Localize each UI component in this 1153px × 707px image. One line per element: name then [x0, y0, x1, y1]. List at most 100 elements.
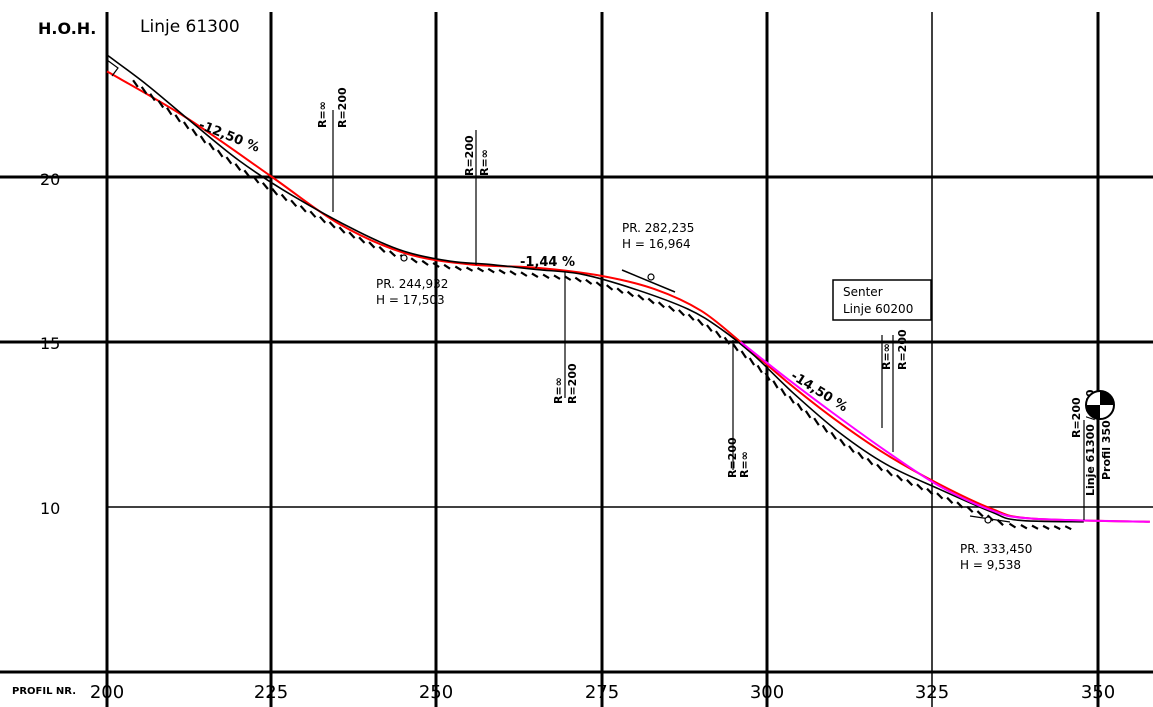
hatch-mark-91	[1008, 522, 1017, 529]
hatch-mark-83	[926, 487, 934, 495]
r-label-4a: R=200	[726, 437, 739, 478]
hatch-mark-10	[216, 149, 224, 158]
hatch-mark-44	[564, 275, 572, 281]
hatch-mark-64	[756, 364, 763, 374]
hatch-mark-7	[191, 128, 198, 137]
hatch-mark-5	[174, 114, 181, 123]
hatch-mark-4	[166, 107, 173, 116]
hatch-mark-70	[804, 410, 812, 419]
grade-label-1: -12,50 %	[197, 118, 262, 156]
end-station-symbol	[1085, 390, 1115, 420]
hatch-mark-95	[1053, 525, 1061, 531]
hatch-mark-17	[280, 193, 288, 202]
hatch-mark-74	[839, 438, 846, 447]
center-line-box-line: Linje 60200	[843, 302, 913, 316]
hatch-mark-28	[388, 250, 397, 258]
profile-label: PROFIL NR.	[12, 686, 76, 697]
hatch-mark-78	[876, 463, 884, 472]
hatch-mark-45	[574, 276, 582, 283]
design-line-red	[106, 70, 1150, 523]
hatch-mark-72	[821, 424, 829, 433]
terrain-hatching	[132, 79, 1072, 531]
hatch-mark-33	[443, 263, 451, 270]
r-label-5a: R=∞	[880, 343, 893, 370]
hatch-mark-0	[132, 79, 139, 88]
hatch-mark-37	[487, 267, 495, 274]
hatch-mark-39	[509, 270, 517, 276]
hatch-mark-50	[626, 290, 635, 298]
hatch-mark-52	[647, 297, 655, 305]
hatch-mark-48	[606, 284, 614, 291]
hatch-mark-21	[319, 215, 327, 224]
center-line-box: Senter Linje 60200	[832, 279, 932, 321]
x-tick-350: 350	[1081, 682, 1115, 703]
hatch-mark-65	[764, 372, 771, 381]
hatch-mark-24	[348, 231, 356, 239]
x-tick-300: 300	[750, 682, 784, 703]
vertex-marker-1	[400, 254, 408, 262]
hatch-mark-75	[848, 445, 855, 454]
hatch-mark-96	[1064, 525, 1072, 531]
hatch-mark-11	[225, 156, 233, 165]
design-line-magenta	[739, 341, 1150, 523]
hatch-mark-14	[252, 175, 260, 184]
x-tick-225: 225	[254, 682, 288, 703]
axis-title: H.O.H.	[38, 19, 96, 38]
hatch-mark-12	[234, 163, 242, 171]
vertex-point-2: PR. 282,235 H = 16,964	[621, 221, 694, 293]
hatch-mark-76	[857, 451, 864, 460]
x-tick-250: 250	[419, 682, 453, 703]
hatch-mark-82	[916, 483, 924, 491]
y-tick-10: 10	[40, 499, 60, 518]
vertex-point-3: PR. 333,450 H = 9,538	[960, 515, 1032, 572]
r-label-1a: R=∞	[316, 101, 329, 128]
vertex-marker-3	[984, 516, 992, 524]
y-tick-15: 15	[40, 334, 60, 353]
x-tick-275: 275	[585, 682, 619, 703]
end-station-fill-1	[1100, 391, 1114, 405]
y-tick-20: 20	[40, 170, 60, 189]
hatch-mark-79	[885, 469, 893, 477]
hatch-mark-6	[182, 121, 190, 130]
hatch-mark-41	[531, 272, 539, 279]
end-station-fill-2	[1086, 405, 1100, 419]
r-label-1b: R=200	[336, 87, 349, 128]
x-tick-325: 325	[915, 682, 949, 703]
hatch-mark-81	[906, 479, 914, 487]
r-label-3a: R=∞	[552, 377, 565, 404]
hatch-mark-63	[748, 357, 756, 366]
center-line-box-frame	[832, 279, 932, 321]
r-label-2a: R=200	[463, 135, 476, 176]
hatch-mark-53	[657, 301, 665, 309]
hatch-mark-19	[299, 205, 307, 213]
hatch-mark-62	[740, 350, 748, 359]
hatch-mark-67	[780, 388, 787, 397]
hatch-mark-27	[378, 246, 386, 253]
hatch-mark-92	[1020, 524, 1028, 530]
hatch-mark-68	[788, 395, 795, 404]
hatch-mark-22	[328, 221, 336, 229]
x-tick-200: 200	[90, 682, 124, 703]
hatch-mark-69	[796, 402, 804, 412]
hatch-mark-13	[243, 169, 251, 178]
hatch-mark-73	[830, 431, 837, 440]
hatch-mark-36	[476, 267, 485, 273]
hatch-mark-3	[157, 100, 165, 109]
vertex-2-leader	[621, 269, 676, 293]
vertex-2-station: PR. 282,235	[622, 221, 694, 235]
end-profile-label: Profil 350	[1100, 420, 1113, 480]
vertex-1-height: H = 17,503	[376, 293, 445, 307]
vertex-marker-2	[647, 273, 655, 281]
hatch-mark-34	[454, 265, 462, 272]
r-label-5b: R=200	[896, 329, 909, 370]
hatch-mark-8	[199, 135, 207, 144]
terrain-line-black	[106, 54, 1084, 523]
grade-label-2: -1,44 %	[520, 255, 575, 270]
hatch-mark-25	[358, 236, 366, 244]
hatch-mark-16	[271, 188, 279, 196]
hatch-mark-94	[1042, 524, 1050, 530]
vertex-point-1: PR. 244,932 H = 17,503	[376, 254, 448, 307]
hatch-mark-30	[410, 257, 418, 264]
hatch-mark-2	[149, 93, 156, 102]
